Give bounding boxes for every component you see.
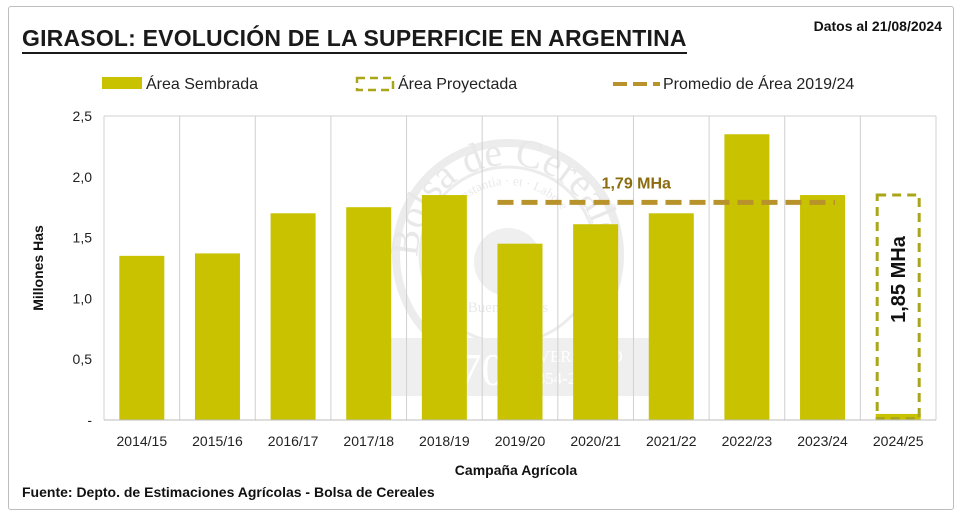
- bar: [497, 243, 543, 420]
- overlays: 1,85 MHa 1,79 MHa: [497, 175, 921, 420]
- bars: [119, 134, 921, 421]
- legend-swatch-proyectada: [355, 76, 395, 92]
- x-tick-label: 2024/25: [873, 433, 924, 449]
- legend-swatch-sembrada: [102, 77, 142, 89]
- bar: [194, 253, 240, 420]
- y-axis-title: Millones Has: [30, 225, 46, 311]
- x-tick-label: 2018/19: [419, 433, 470, 449]
- x-tick-label: 2023/24: [797, 433, 848, 449]
- bar: [800, 195, 846, 420]
- source-note: Fuente: Depto. de Estimaciones Agrícolas…: [22, 484, 435, 500]
- x-tick-label: 2015/16: [192, 433, 243, 449]
- chart-frame: [8, 6, 954, 510]
- x-tick-label: 2020/21: [570, 433, 621, 449]
- bar: [421, 195, 467, 420]
- bar: [573, 224, 619, 420]
- y-tick-label: 2,0: [73, 169, 93, 185]
- bar: [119, 255, 165, 420]
- legend-label: Área Proyectada: [398, 74, 517, 93]
- y-tick-label: 2,5: [73, 108, 93, 124]
- legend-label: Área Sembrada: [146, 74, 258, 93]
- date-note: Datos al 21/08/2024: [813, 18, 942, 34]
- bar: [346, 207, 392, 420]
- legend-label: Promedio de Área 2019/24: [663, 74, 854, 93]
- x-axis-title: Campaña Agrícola: [455, 462, 578, 478]
- chart-title: GIRASOL: EVOLUCIÓN DE LA SUPERFICIE EN A…: [22, 24, 687, 54]
- bar: [270, 213, 316, 420]
- average-label: 1,79 MHa: [602, 175, 671, 192]
- grid: [103, 115, 937, 420]
- bar: [875, 413, 921, 420]
- axes: - 0,5 1,0 1,5 2,0 2,5 2014/15 2015/16 2016/17 201…: [30, 108, 936, 478]
- legend: Área Sembrada Área Proyectada Promedio de …: [102, 74, 854, 93]
- y-tick-label: 1,5: [73, 230, 93, 246]
- y-tick-label: -: [87, 412, 92, 428]
- x-tick-label: 2016/17: [268, 433, 319, 449]
- projected-bar-label: 1,85 MHa: [888, 235, 910, 323]
- y-tick-label: 1,0: [73, 290, 93, 306]
- projected-bar: [875, 193, 921, 420]
- x-tick-label: 2021/22: [646, 433, 697, 449]
- x-tick-label: 2022/23: [722, 433, 773, 449]
- x-tick-label: 2019/20: [495, 433, 546, 449]
- y-tick-label: 0,5: [73, 351, 93, 367]
- bar: [648, 213, 694, 420]
- bar: [724, 134, 770, 421]
- x-tick-label: 2014/15: [117, 433, 168, 449]
- x-tick-label: 2017/18: [343, 433, 394, 449]
